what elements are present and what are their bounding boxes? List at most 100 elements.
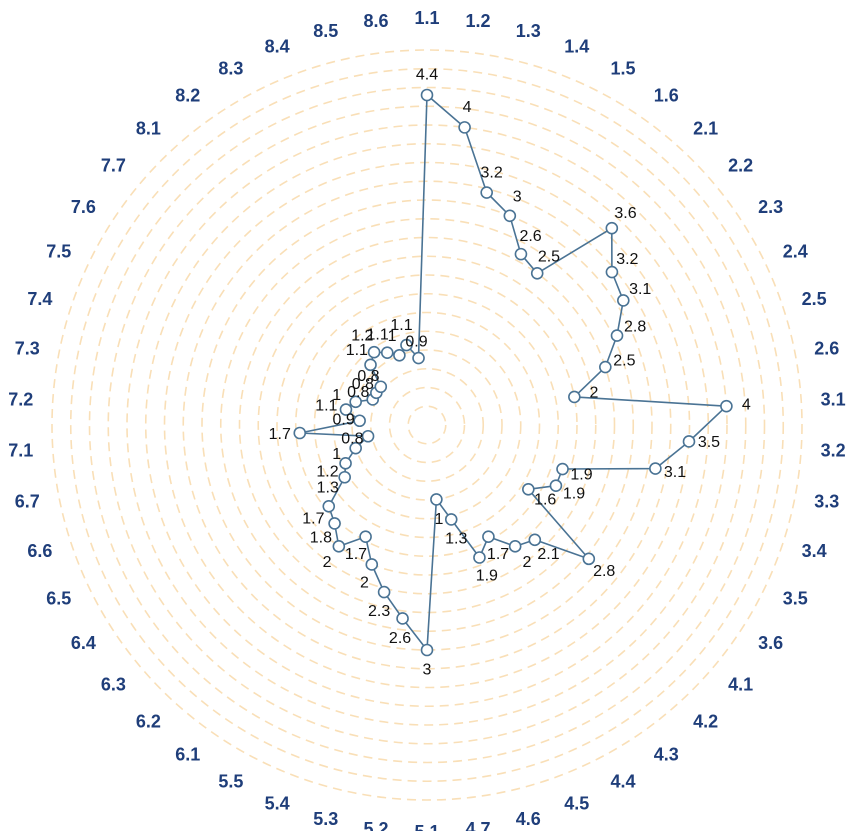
category-label: 2.1 — [693, 118, 718, 138]
data-point — [610, 329, 624, 342]
value-label: 2.6 — [389, 630, 411, 647]
value-label: 1.7 — [269, 426, 291, 443]
grid-ring — [88, 86, 766, 764]
grid-ring — [144, 142, 710, 708]
data-point — [353, 414, 366, 428]
value-label: 3.2 — [481, 165, 503, 182]
category-label: 6.1 — [175, 744, 200, 764]
value-label: 1.7 — [345, 546, 367, 563]
data-point — [412, 351, 425, 365]
value-label: 2.1 — [537, 546, 559, 563]
value-label: 1.3 — [445, 530, 467, 547]
value-label: 1.1 — [346, 342, 368, 359]
category-label: 7.3 — [15, 339, 40, 359]
category-label: 6.5 — [46, 588, 71, 608]
series-layer — [293, 88, 733, 657]
data-point — [322, 499, 336, 513]
grid-ring — [369, 367, 485, 483]
data-point — [480, 186, 493, 199]
data-point — [503, 209, 517, 223]
category-label: 8.2 — [175, 86, 200, 106]
value-label: 0.8 — [341, 431, 363, 448]
category-label: 4.6 — [516, 809, 541, 829]
value-label: 2.8 — [624, 319, 646, 336]
category-label: 8.6 — [363, 11, 388, 31]
category-label: 4.7 — [465, 819, 490, 831]
data-point — [508, 540, 522, 553]
data-point — [605, 221, 619, 235]
category-label: 6.7 — [15, 491, 40, 511]
grid-rings — [51, 49, 803, 801]
value-label: 2.5 — [613, 352, 635, 369]
data-point — [367, 345, 381, 359]
value-label: 1.7 — [302, 511, 324, 528]
category-label: 3.5 — [783, 588, 808, 608]
value-label: 1.9 — [563, 486, 585, 503]
value-label: 1 — [434, 511, 443, 528]
category-label: 6.6 — [27, 541, 52, 561]
data-point — [528, 533, 542, 547]
category-label: 6.2 — [136, 712, 161, 732]
value-labels: 4.4 4 3.2 3 2.6 2.5 3.6 3.2 3.1 2.8 2.5 2 4 3.5 3.1 1.9… — [269, 67, 751, 679]
value-label: 2.8 — [593, 563, 615, 580]
category-label: 3.4 — [802, 541, 827, 561]
value-label: 3 — [513, 189, 522, 206]
value-label: 0.8 — [347, 384, 369, 401]
data-point — [339, 403, 353, 416]
category-labels: 1.1 1.2 1.31.41.51.62.12.22.32.42.52.63.13… — [8, 8, 845, 831]
category-label: 5.1 — [414, 822, 439, 831]
data-point — [444, 513, 458, 526]
category-label: 3.1 — [821, 389, 846, 409]
category-label: 4.1 — [728, 674, 753, 694]
category-label: 6.3 — [101, 674, 126, 694]
value-label: 3.1 — [664, 464, 686, 481]
value-label: 2 — [522, 554, 531, 571]
category-label: 5.3 — [313, 809, 338, 829]
value-label: 1 — [388, 328, 397, 345]
value-label: 0.8 — [357, 368, 379, 385]
value-label: 1.2 — [316, 463, 338, 480]
data-point — [339, 457, 352, 470]
data-point — [482, 530, 495, 544]
category-label: 8.1 — [136, 118, 161, 138]
value-label: 1.1 — [390, 317, 412, 334]
category-label: 8.4 — [265, 37, 290, 57]
category-label: 7.5 — [46, 242, 71, 262]
category-label: 8.5 — [313, 21, 338, 41]
data-point — [617, 294, 630, 307]
data-point — [374, 380, 388, 394]
data-point — [514, 247, 528, 261]
category-label: 7.2 — [8, 389, 33, 409]
grid-ring — [126, 124, 728, 726]
category-label: 8.3 — [218, 58, 243, 78]
data-point — [430, 493, 443, 506]
value-label: 1.7 — [487, 546, 509, 563]
grid-ring — [219, 217, 635, 633]
data-point — [364, 358, 377, 372]
data-point — [400, 338, 413, 352]
category-label: 4.2 — [693, 712, 718, 732]
grid-ring — [163, 161, 691, 689]
value-label: 2 — [590, 385, 599, 402]
data-point — [420, 643, 434, 657]
category-label: 7.1 — [8, 441, 33, 461]
category-label: 5.5 — [218, 772, 243, 792]
category-label: 1.2 — [465, 11, 490, 31]
grid-ring — [294, 292, 560, 558]
data-point — [349, 395, 362, 409]
value-label: 1.6 — [534, 492, 556, 509]
data-point — [522, 482, 535, 496]
category-label: 7.6 — [71, 197, 96, 217]
data-point — [530, 267, 544, 280]
value-label: 3.5 — [698, 434, 720, 451]
value-label: 1.3 — [317, 479, 339, 496]
data-point — [682, 435, 696, 448]
data-point — [332, 540, 346, 553]
category-label: 3.3 — [814, 491, 839, 511]
category-label: 6.4 — [71, 633, 96, 653]
grid-ring — [69, 67, 785, 783]
category-label: 2.5 — [802, 289, 827, 309]
grid-ring — [257, 255, 597, 595]
grid-ring — [51, 49, 803, 801]
